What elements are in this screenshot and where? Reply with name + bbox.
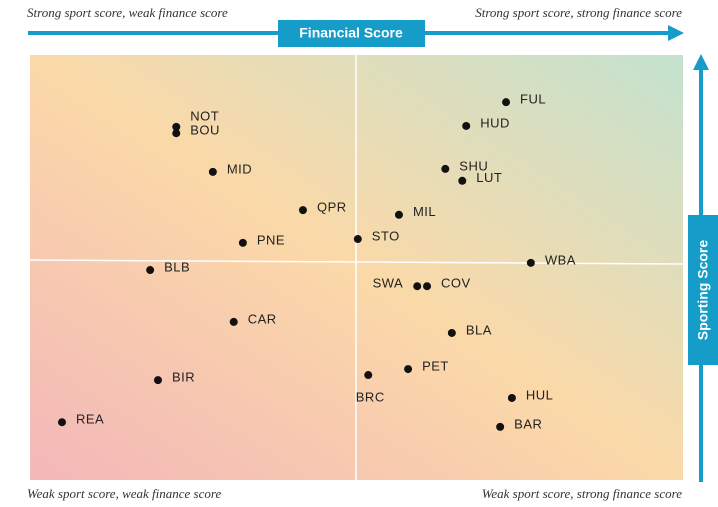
- x-arrowhead: [668, 25, 684, 41]
- point-label: MID: [227, 161, 252, 176]
- y-axis-label: Sporting Score: [695, 240, 711, 341]
- point-label: LUT: [476, 170, 502, 185]
- point: [353, 235, 362, 244]
- point-label: SHU: [459, 158, 488, 173]
- point-label: BLB: [164, 259, 190, 274]
- point-label: BOU: [190, 123, 220, 138]
- point: [57, 418, 66, 427]
- point: [238, 238, 247, 247]
- point: [146, 266, 155, 275]
- corner-label: Strong sport score, weak finance score: [27, 5, 228, 20]
- point-label: REA: [76, 412, 104, 427]
- point-label: WBA: [545, 252, 576, 267]
- point: [172, 122, 181, 131]
- point: [364, 371, 373, 380]
- point: [502, 98, 511, 107]
- point-label: BRC: [356, 389, 385, 404]
- corner-label: Weak sport score, strong finance score: [482, 486, 682, 501]
- divider: [29, 259, 684, 265]
- corner-label: Weak sport score, weak finance score: [27, 486, 221, 501]
- point: [507, 393, 516, 402]
- point: [404, 365, 413, 374]
- point: [526, 258, 535, 267]
- point-label: COV: [441, 276, 471, 291]
- point-label: BIR: [172, 370, 195, 385]
- point: [413, 282, 422, 291]
- point-label: HUD: [480, 115, 510, 130]
- point-label: FUL: [520, 92, 546, 107]
- point-label: HUL: [526, 387, 554, 402]
- point-label: NOT: [190, 108, 219, 123]
- point-label: CAR: [248, 311, 277, 326]
- point-label: MIL: [413, 204, 436, 219]
- point-label: SWA: [373, 276, 404, 291]
- point-label: STO: [372, 228, 400, 243]
- point: [441, 164, 450, 173]
- point-label: BAR: [514, 416, 542, 431]
- point: [172, 129, 181, 138]
- point-label: PNE: [257, 232, 285, 247]
- point: [298, 206, 307, 215]
- point: [423, 282, 432, 291]
- point: [153, 376, 162, 385]
- corner-label: Strong sport score, strong finance score: [475, 5, 682, 20]
- x-label-box: [278, 20, 425, 47]
- point-label: QPR: [317, 200, 347, 215]
- point: [208, 167, 217, 176]
- y-label-box: [688, 215, 718, 365]
- y-arrowhead: [693, 54, 709, 70]
- point: [229, 317, 238, 326]
- point: [462, 121, 471, 130]
- point: [458, 176, 467, 185]
- point-label: BLA: [466, 322, 492, 337]
- point: [447, 328, 456, 337]
- point-label: PET: [422, 359, 449, 374]
- x-axis-label: Financial Score: [299, 25, 403, 41]
- point: [496, 422, 505, 431]
- point: [394, 210, 403, 219]
